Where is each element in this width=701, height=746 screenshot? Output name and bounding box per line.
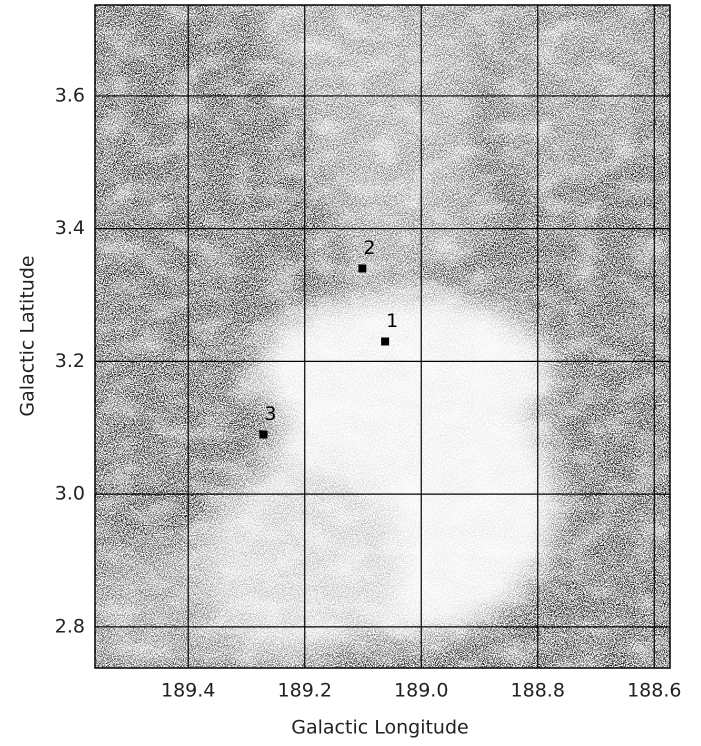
- x-tick-label: 189.4: [161, 680, 215, 702]
- y-tick-label: 3.6: [55, 84, 85, 106]
- x-axis-label: Galactic Longitude: [291, 717, 468, 739]
- y-tick-label: 3.2: [55, 350, 85, 372]
- x-tick-label: 188.6: [627, 680, 681, 702]
- plot-frame: [94, 4, 671, 669]
- marker-label: 2: [363, 237, 375, 259]
- x-tick-label: 188.8: [511, 680, 565, 702]
- y-tick-label: 2.8: [55, 615, 85, 637]
- sky-image: [95, 5, 670, 668]
- y-axis-label: Galactic Latitude: [17, 255, 39, 416]
- x-tick-label: 189.0: [394, 680, 448, 702]
- marker: [259, 430, 268, 439]
- y-tick-label: 3.0: [55, 483, 85, 505]
- y-tick-label: 3.4: [55, 217, 85, 239]
- marker-label: 1: [386, 310, 398, 332]
- marker: [358, 264, 367, 273]
- marker: [381, 337, 390, 346]
- x-tick-label: 189.2: [278, 680, 332, 702]
- marker-label: 3: [264, 403, 276, 425]
